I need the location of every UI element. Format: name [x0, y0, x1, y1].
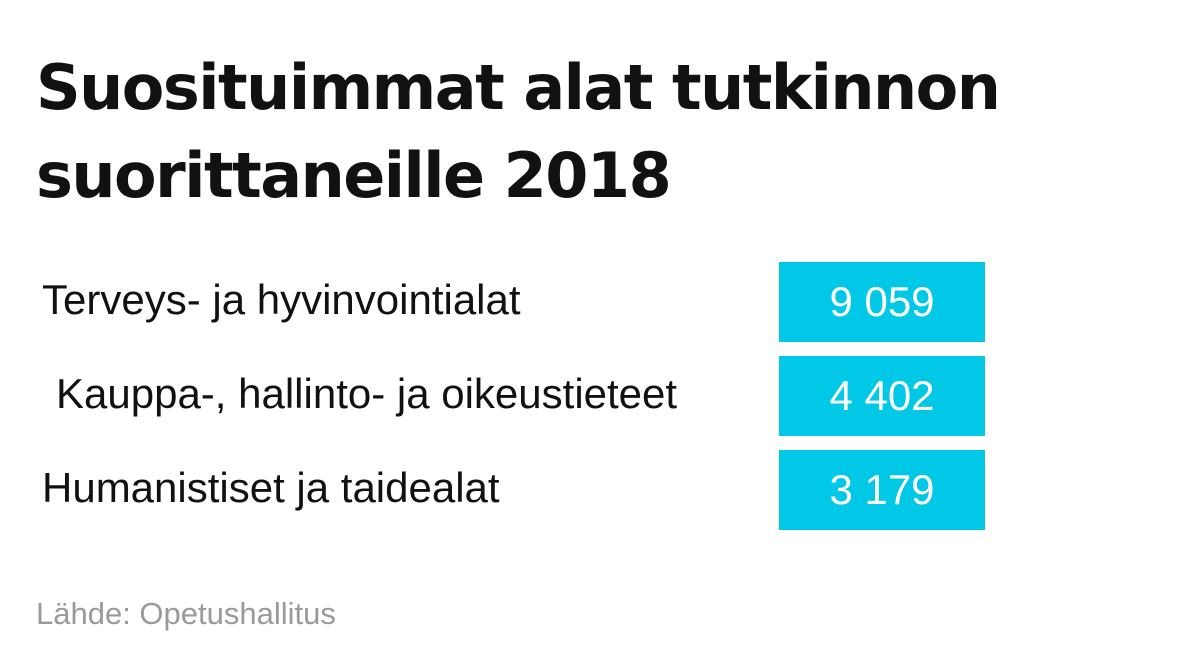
chart-title-line-1: Suosituimmat alat tutkinnon [36, 51, 1001, 124]
table-row-terveys: Terveys- ja hyvinvointialat 9 059 [0, 260, 1198, 342]
category-label-kauppa: Kauppa-, hallinto- ja oikeustieteet [56, 370, 678, 417]
table-row-kauppa: Kauppa-, hallinto- ja oikeustieteet 4 40… [0, 354, 1198, 436]
value-box-kauppa: 4 402 [779, 356, 985, 436]
category-label-humanistiset: Humanistiset ja taidealat [42, 464, 500, 511]
chart-title: Suosituimmat alat tutkinnon suorittaneil… [36, 44, 1136, 220]
value-box-terveys: 9 059 [779, 262, 985, 342]
table-row-humanistiset: Humanistiset ja taidealat 3 179 [0, 448, 1198, 530]
category-label-terveys: Terveys- ja hyvinvointialat [42, 276, 521, 323]
source-note: Lähde: Opetushallitus [36, 596, 336, 631]
chart-title-line-2: suorittaneille 2018 [36, 139, 672, 212]
value-box-humanistiset: 3 179 [779, 450, 985, 530]
